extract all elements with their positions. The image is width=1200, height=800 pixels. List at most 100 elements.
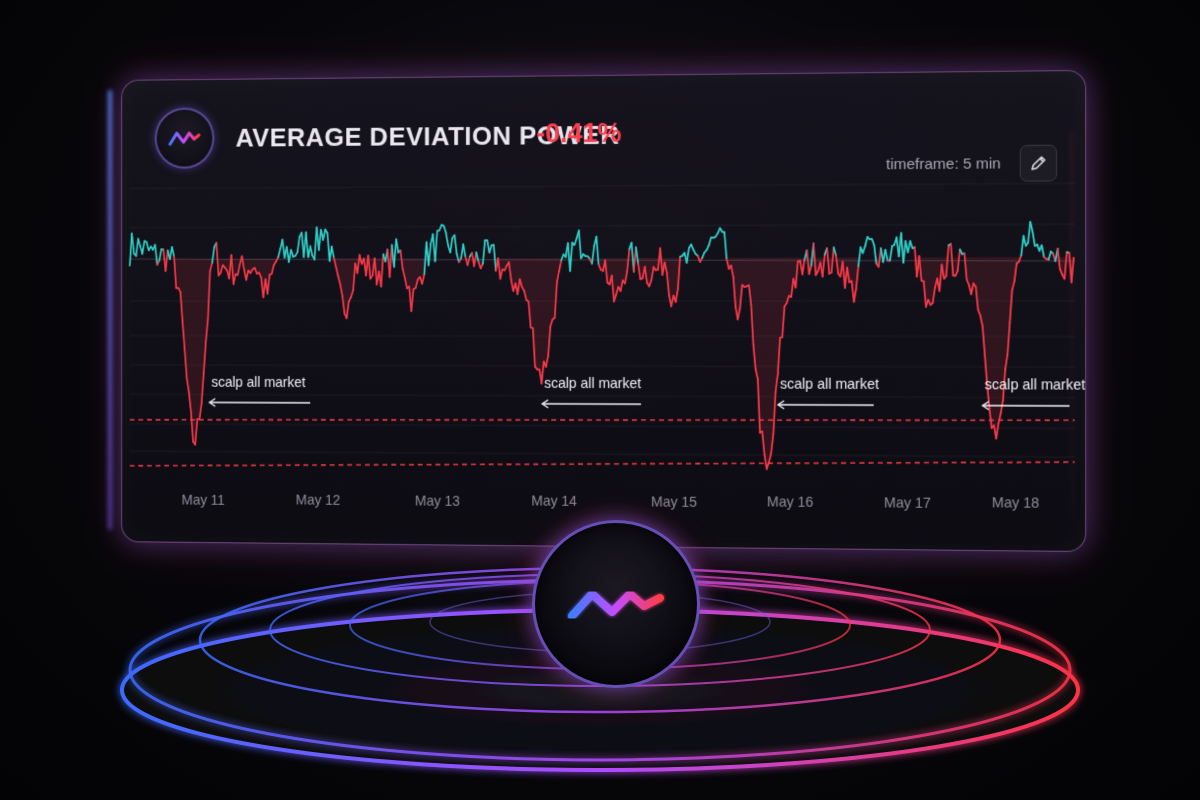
series-segment-positive [1033, 232, 1035, 246]
series-segment-negative [166, 250, 168, 271]
series-segment-negative [1058, 249, 1060, 270]
ma-logo-icon [566, 584, 666, 624]
series-segment-negative [958, 249, 960, 271]
series-segment-positive [903, 241, 905, 262]
annotation-label: scalp all market [985, 376, 1086, 393]
center-logo-badge [532, 520, 700, 688]
series-segment-positive [865, 237, 867, 246]
series-segment-positive [872, 239, 874, 245]
series-segment-positive [476, 252, 478, 261]
series-segment-positive [319, 230, 321, 250]
series-segment-positive [212, 247, 214, 263]
series-segment-positive [172, 247, 174, 256]
series-segment-positive [455, 235, 457, 254]
series-segment-positive [1024, 236, 1026, 246]
series-segment-positive [724, 232, 726, 259]
series-segment-positive [489, 245, 491, 252]
grid-line [130, 335, 1075, 336]
grid-line [130, 183, 1075, 188]
series-segment-positive [858, 247, 860, 266]
series-segment-positive [291, 250, 293, 257]
annotation-label: scalp all market [780, 375, 879, 392]
series-segment-positive [138, 239, 140, 246]
series-segment-negative [216, 243, 218, 276]
series-segment-positive [435, 231, 437, 261]
series-segment-negative [946, 245, 948, 276]
series-segment-positive [487, 240, 489, 252]
series-segment-positive [1028, 222, 1030, 243]
series-segment-positive [579, 230, 581, 258]
series-segment-negative [627, 249, 629, 272]
grid-line [130, 224, 1075, 228]
grid-line [130, 365, 1075, 367]
series-segment-positive [702, 252, 704, 257]
series-segment-positive [130, 233, 132, 265]
series-segment-positive [446, 233, 448, 246]
negative-area [130, 257, 1075, 471]
x-tick-label: May 13 [415, 492, 460, 508]
series-segment-positive [834, 247, 836, 255]
series-segment-negative [807, 250, 809, 274]
series-segment-negative [401, 250, 403, 268]
series-segment-positive [1042, 245, 1044, 257]
series-segment-negative [1065, 252, 1067, 279]
series-segment-positive [1049, 252, 1051, 260]
series-segment-negative [357, 255, 359, 273]
x-tick-label: May 14 [531, 493, 577, 510]
series-segment-positive [570, 243, 572, 271]
series-segment-positive [450, 238, 452, 252]
series-segment-positive [1021, 236, 1023, 255]
change-value: -0.41% [536, 118, 621, 150]
series-segment-negative [660, 248, 662, 275]
series-segment-positive [885, 250, 887, 261]
x-tick-label: May 11 [182, 492, 226, 508]
series-segment-negative [814, 244, 816, 276]
series-segment-positive [463, 244, 465, 257]
series-segment-positive [890, 246, 892, 261]
pencil-icon [1029, 154, 1048, 172]
panel-edge-glow [108, 90, 112, 530]
series-segment-positive [910, 241, 912, 248]
x-tick-label: May 17 [884, 494, 931, 511]
series-segment-positive [306, 232, 308, 257]
series-segment-positive [155, 245, 157, 265]
series-segment-positive [282, 240, 284, 258]
x-tick-label: May 16 [767, 494, 814, 511]
timeframe-label: timeframe: 5 min [886, 155, 1001, 173]
series-segment-positive [439, 225, 441, 230]
series-segment-positive [483, 241, 485, 264]
series-segment-positive [147, 242, 149, 250]
series-segment-positive [863, 246, 865, 253]
series-segment-positive [636, 247, 638, 263]
series-segment-positive [709, 238, 711, 246]
grid-line [130, 451, 1075, 457]
series-segment-negative [827, 248, 829, 273]
series-segment-positive [327, 233, 329, 261]
indicator-panel: scalp all market scalp all market scalp al… [121, 70, 1086, 552]
series-segment-positive [429, 244, 431, 266]
series-segment-positive [132, 233, 134, 253]
edit-button[interactable] [1020, 145, 1057, 182]
series-segment-positive [289, 250, 291, 262]
series-segment-positive [494, 245, 496, 271]
series-segment-positive [574, 238, 576, 245]
series-segment-positive [396, 239, 398, 252]
series-segment-negative [831, 247, 833, 272]
threshold-line-lower [130, 456, 1075, 472]
series-segment-negative [951, 244, 953, 276]
annotation-label: scalp all market [544, 375, 641, 391]
series-segment-positive [310, 246, 312, 255]
series-segment-positive [297, 237, 299, 252]
series-segment-positive [457, 254, 459, 262]
series-segment-positive [1030, 222, 1032, 232]
logo-badge [155, 107, 215, 168]
threshold-line-upper [130, 416, 1075, 425]
x-tick-label: May 15 [651, 493, 697, 510]
grid-line [130, 424, 1075, 429]
series-segment-positive [592, 246, 594, 264]
series-segment-negative [468, 257, 470, 265]
annotation-label: scalp all market [211, 374, 305, 390]
series-segment-positive [142, 241, 144, 254]
series-segment-positive [394, 239, 396, 267]
ma-logo-icon [168, 129, 201, 147]
